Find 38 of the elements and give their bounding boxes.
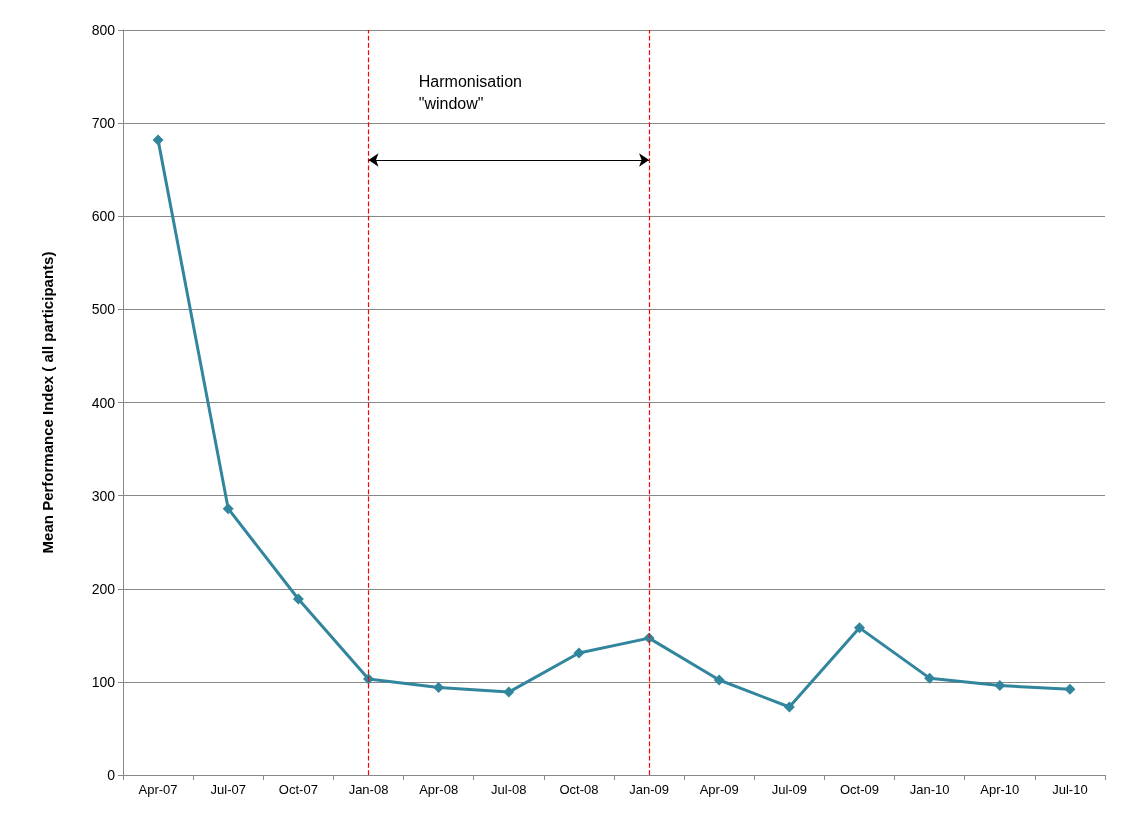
x-tick-label: Jan-08 [348,782,389,797]
point [363,673,374,685]
point [854,622,865,634]
y-tick-label: 600 [91,208,116,225]
y-tick-label: 200 [91,580,116,597]
point [433,681,445,693]
point [503,686,515,698]
y-tick-label: 700 [91,115,116,132]
point [713,674,725,686]
x-tick-label: Oct-07 [278,782,318,797]
x-tick-label: Oct-08 [559,782,599,797]
y-tick-label: 100 [91,673,116,690]
point [924,672,936,684]
x-tick-label: Jul-07 [210,782,246,797]
y-tick-label: 300 [91,487,116,504]
point [152,134,164,146]
x-tick-label: Apr-10 [980,782,1020,797]
x-tick-label: Oct-09 [839,782,880,797]
x-tick-label: Jan-10 [909,782,950,797]
point [1064,683,1076,695]
point [292,593,304,605]
x-tick-label: Jul-10 [1052,782,1088,797]
point [222,503,234,515]
y-tick-label: 0 [107,767,116,783]
x-tick-label: Apr-07 [138,782,178,797]
y-tick-label: 800 [91,22,116,38]
x-tick-label: Jan-09 [629,782,669,797]
point [994,680,1006,692]
x-tick-label: Apr-09 [699,782,739,797]
x-tick-label: Apr-08 [419,782,459,797]
point [783,701,795,713]
x-tick-label: Jul-08 [491,782,527,797]
x-tick-label: Jul-09 [771,782,808,797]
y-axis-title: Mean Performance Index ( all participants) [39,251,56,554]
point [573,647,585,659]
annotation: Harmonisation "window" [418,72,522,112]
y-tick-label: 400 [91,394,116,411]
y-tick-label: 500 [91,301,116,318]
